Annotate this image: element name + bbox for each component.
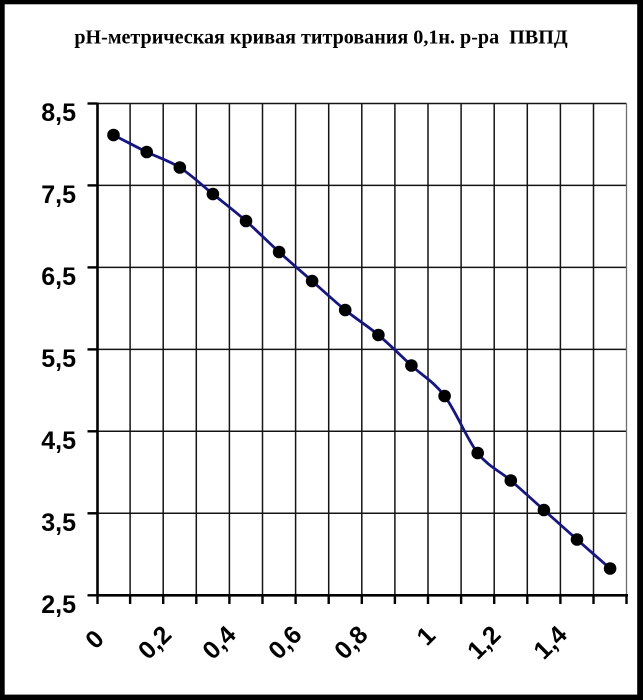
svg-text:6,5: 6,5 (41, 263, 76, 291)
svg-text:pH-метрическая кривая титрован: pH-метрическая кривая титрования 0,1н. р… (74, 27, 567, 49)
svg-text:4,5: 4,5 (41, 427, 76, 455)
svg-text:8,5: 8,5 (41, 99, 76, 127)
svg-text:3,5: 3,5 (41, 509, 76, 537)
svg-text:2,5: 2,5 (41, 591, 76, 619)
svg-text:7,5: 7,5 (41, 181, 76, 209)
svg-text:5,5: 5,5 (41, 345, 76, 373)
